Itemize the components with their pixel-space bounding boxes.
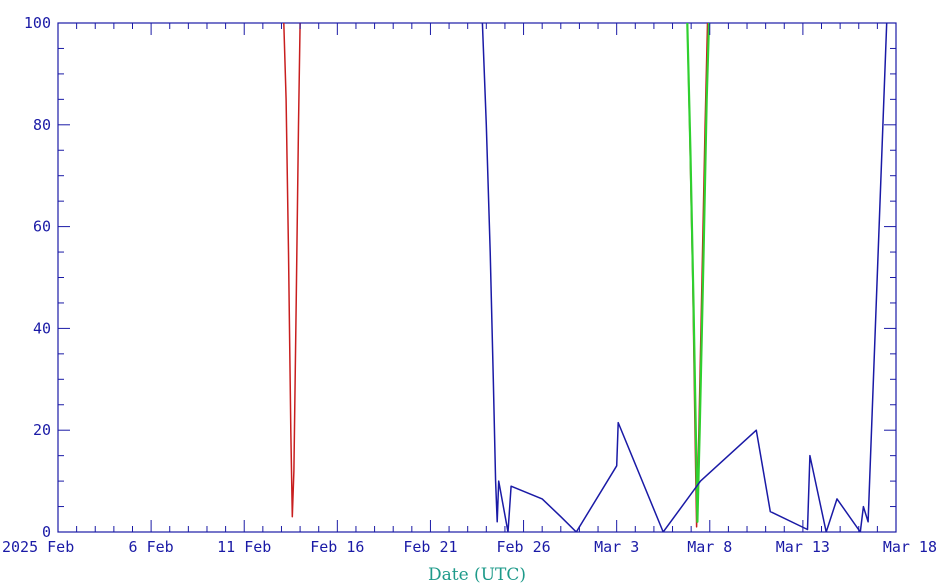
series-line-3 (686, 23, 711, 523)
x-tick-label: Mar 13 (776, 538, 830, 556)
y-tick-label: 80 (33, 116, 51, 134)
series-line-4 (481, 23, 888, 532)
y-tick-label: 0 (42, 523, 51, 541)
x-tick-label: 2025 Feb (2, 538, 74, 556)
x-tick-label: Mar 18 (883, 538, 937, 556)
x-tick-label: Mar 3 (594, 538, 639, 556)
y-tick-label: 60 (33, 218, 51, 236)
series-layer (283, 23, 888, 532)
x-tick-label: Mar 8 (687, 538, 732, 556)
series-line-2 (686, 23, 709, 528)
series-line-1 (283, 23, 301, 518)
y-tick-label: 20 (33, 421, 51, 439)
x-tick-label: Feb 16 (310, 538, 364, 556)
plot-frame (57, 22, 897, 533)
x-tick-label: 6 Feb (129, 538, 174, 556)
labels-layer: 0 20 40 60 80 100 2025 Feb 6 Feb 11 Feb Feb 16 Feb… (2, 14, 937, 556)
y-tick-label: 100 (24, 14, 51, 32)
ticks-layer (57, 22, 897, 533)
x-tick-label: Feb 21 (403, 538, 457, 556)
x-tick-label: 11 Feb (217, 538, 271, 556)
x-axis-title: Date (UTC) (428, 565, 526, 585)
x-tick-label: Feb 26 (496, 538, 550, 556)
y-tick-label: 40 (33, 319, 51, 337)
